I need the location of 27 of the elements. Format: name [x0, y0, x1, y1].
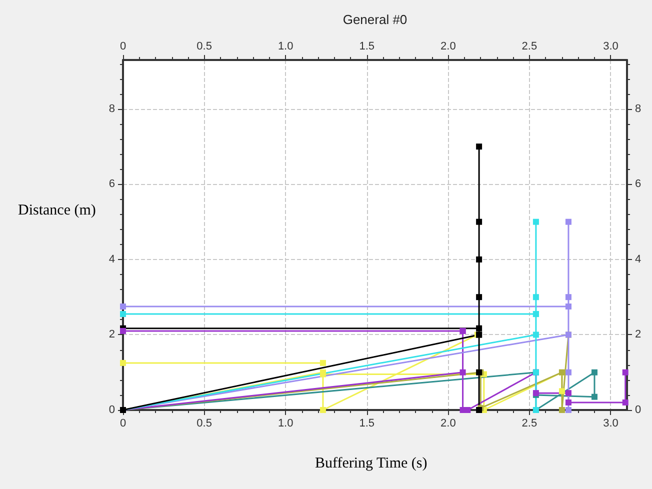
x2-tick-label: 2.5: [522, 40, 538, 52]
x-tick-label: 3.0: [603, 418, 618, 430]
y-tick-label: 8: [108, 102, 115, 115]
x-tick-label: 1.0: [278, 418, 294, 430]
chart-title: General #0: [342, 12, 408, 27]
x-axis-title: Buffering Time (s): [315, 456, 428, 472]
x2-tick-label: 1.5: [359, 40, 375, 52]
y2-tick-label: 2: [635, 328, 642, 341]
x-tick-label: 0: [120, 418, 126, 430]
y2-tick-label: 0: [635, 404, 642, 416]
y-tick-label: 4: [108, 253, 115, 266]
x2-tick-label: 0: [120, 40, 126, 52]
y-tick-label: 6: [108, 178, 115, 190]
y2-tick-label: 8: [635, 102, 642, 115]
y-tick-label: 2: [108, 328, 115, 341]
x-tick-label: 0.5: [196, 418, 212, 430]
x-tick-label: 1.5: [359, 418, 375, 430]
x2-tick-label: 3.0: [603, 40, 618, 52]
x2-tick-label: 0.5: [196, 40, 212, 52]
x-tick-label: 2.5: [522, 418, 538, 430]
x2-tick-label: 2.0: [440, 40, 456, 52]
x-tick-label: 2.0: [440, 418, 456, 430]
y2-tick-label: 4: [635, 253, 642, 266]
x2-tick-label: 1.0: [278, 40, 294, 52]
y-axis-title: Distance (m): [18, 202, 96, 218]
y2-tick-label: 6: [635, 178, 642, 190]
y-tick-label: 0: [108, 404, 115, 416]
